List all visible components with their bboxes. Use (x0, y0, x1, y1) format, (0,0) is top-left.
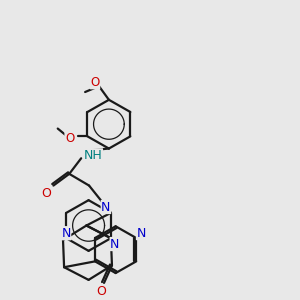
Text: N: N (61, 227, 71, 240)
Text: N: N (110, 238, 119, 250)
Text: O: O (41, 187, 51, 200)
Text: O: O (90, 76, 100, 89)
Text: N: N (101, 200, 111, 214)
Text: N: N (136, 226, 146, 240)
Text: O: O (65, 132, 74, 145)
Text: O: O (96, 285, 106, 298)
Text: NH: NH (84, 149, 102, 162)
